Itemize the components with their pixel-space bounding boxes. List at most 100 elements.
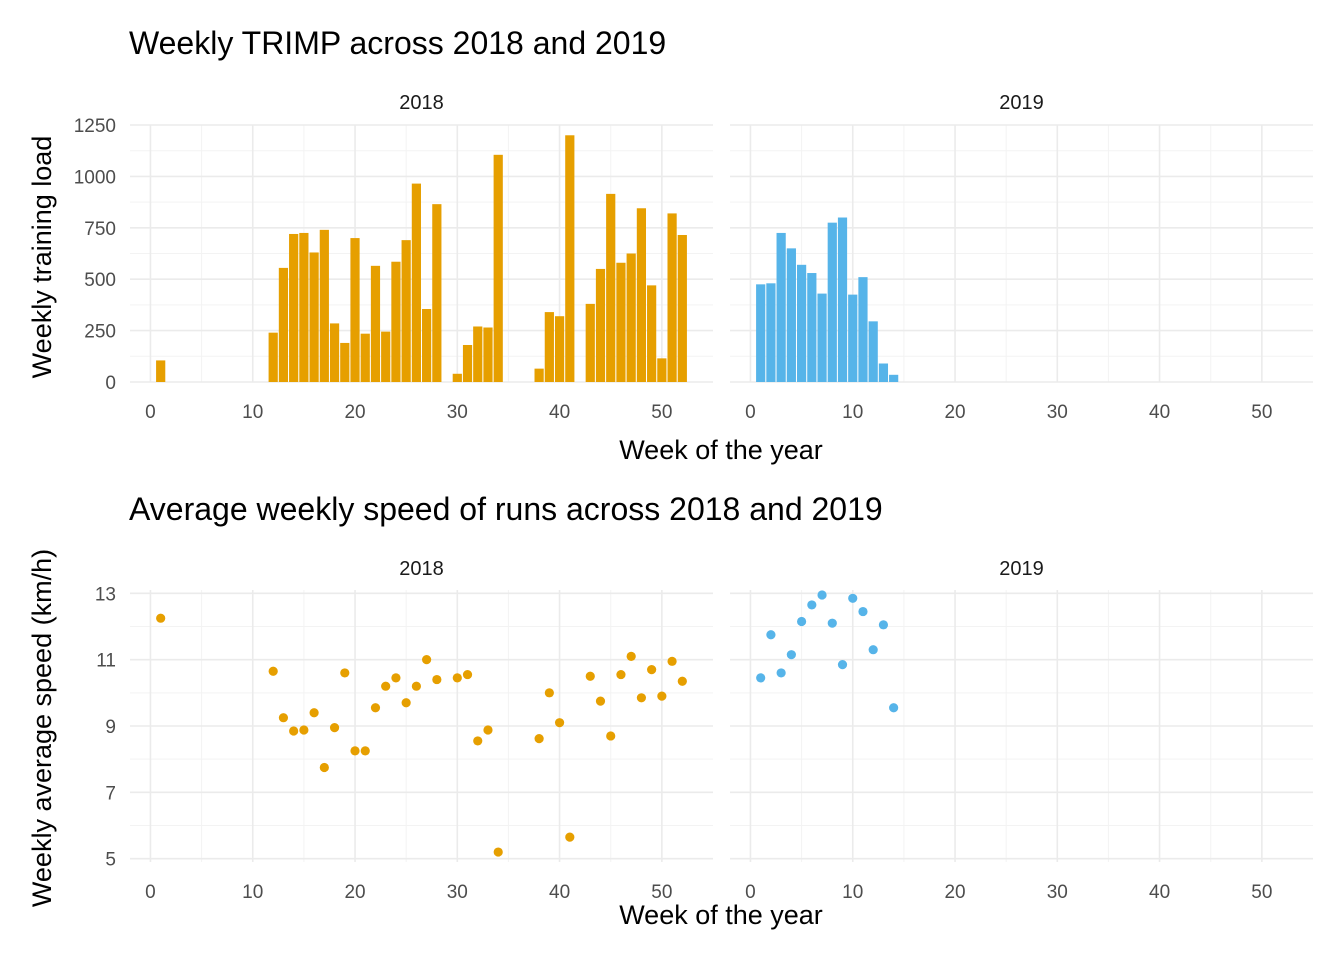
point-week-50 <box>657 691 667 701</box>
x-tick-label: 10 <box>242 882 263 903</box>
bar-week-4 <box>786 248 796 382</box>
point-week-47 <box>626 651 636 661</box>
point-week-52 <box>677 676 687 686</box>
point-week-14 <box>289 726 299 736</box>
point-week-24 <box>391 673 401 683</box>
bar-week-45 <box>606 193 616 382</box>
bar-week-15 <box>299 232 309 382</box>
point-week-38 <box>534 734 544 744</box>
point-week-12 <box>868 645 878 655</box>
y-tick-label: 13 <box>95 584 116 605</box>
bar-week-10 <box>848 294 858 382</box>
bar-week-13 <box>278 267 289 382</box>
bar-week-39 <box>544 312 554 382</box>
point-week-15 <box>299 725 309 735</box>
y-tick-label: 0 <box>105 373 116 394</box>
point-week-27 <box>422 655 432 665</box>
chart2-panel-2019: 0 10 20 30 40 50 <box>730 590 1313 903</box>
point-week-33 <box>483 725 493 735</box>
bar-week-26 <box>411 183 421 382</box>
bar-week-7 <box>817 293 827 382</box>
point-week-34 <box>493 847 503 857</box>
x-tick-label: 0 <box>745 402 756 423</box>
bar-week-49 <box>647 285 657 382</box>
point-week-25 <box>401 698 411 708</box>
x-tick-label: 10 <box>842 402 863 423</box>
bar-week-19 <box>340 342 350 382</box>
point-week-39 <box>544 688 554 698</box>
chart1-panel-2019: 0 10 20 30 40 50 <box>730 124 1313 423</box>
bar-week-11 <box>858 277 868 382</box>
point-week-1 <box>156 613 166 623</box>
bar-week-32 <box>473 326 483 382</box>
bar-week-8 <box>827 222 837 382</box>
x-tick-label: 20 <box>344 882 365 903</box>
point-week-10 <box>848 593 858 603</box>
point-week-18 <box>329 723 340 733</box>
point-week-12 <box>268 666 278 676</box>
point-week-51 <box>667 656 677 666</box>
x-tick-label: 10 <box>842 882 863 903</box>
point-week-48 <box>636 693 647 703</box>
point-week-23 <box>381 681 391 691</box>
x-tick-label: 50 <box>651 402 672 423</box>
point-week-20 <box>350 746 360 756</box>
bar-week-1 <box>756 284 766 382</box>
bar-week-17 <box>319 229 329 382</box>
point-week-45 <box>606 731 616 741</box>
point-week-41 <box>565 832 575 842</box>
x-tick-label: 50 <box>1251 402 1272 423</box>
y-tick-label: 1250 <box>74 116 116 137</box>
y-tick-label: 250 <box>84 322 116 343</box>
y-tick-label: 5 <box>105 850 116 871</box>
bar-week-30 <box>452 373 462 382</box>
point-week-2 <box>766 630 776 640</box>
point-week-11 <box>858 606 868 617</box>
bar-week-48 <box>636 208 647 382</box>
point-week-26 <box>411 681 421 691</box>
bar-week-47 <box>626 253 636 382</box>
bar-week-31 <box>462 344 473 382</box>
point-week-8 <box>827 618 837 628</box>
point-week-5 <box>796 616 807 627</box>
bar-week-1 <box>156 360 166 382</box>
x-tick-label: 20 <box>344 402 365 423</box>
point-week-1 <box>756 673 766 683</box>
chart2-strip-2019: 2019 <box>999 558 1044 580</box>
bar-week-46 <box>616 262 626 382</box>
chart1-strip-2018: 2018 <box>399 92 444 114</box>
x-tick-label: 40 <box>549 882 570 903</box>
bar-week-34 <box>493 154 503 382</box>
bar-week-28 <box>432 204 442 382</box>
bar-week-14 <box>889 374 899 382</box>
point-week-49 <box>647 665 657 675</box>
chart1-y-axis-label: Weekly training load <box>27 136 57 379</box>
bar-week-16 <box>309 252 319 382</box>
point-week-46 <box>616 669 626 680</box>
bar-week-21 <box>360 333 370 382</box>
point-week-14 <box>889 703 899 713</box>
bar-week-18 <box>329 323 340 382</box>
point-week-9 <box>837 660 848 670</box>
bar-week-12 <box>868 321 878 382</box>
point-week-7 <box>817 590 827 600</box>
y-tick-label: 750 <box>84 219 116 240</box>
x-tick-label: 50 <box>651 882 672 903</box>
y-tick-label: 500 <box>84 270 116 291</box>
chart1-x-axis-label: Week of the year <box>619 435 823 465</box>
bar-week-9 <box>837 217 848 382</box>
chart2-strip-2018: 2018 <box>399 558 444 580</box>
bar-week-2 <box>766 283 776 382</box>
chart1-title: Weekly TRIMP across 2018 and 2019 <box>129 25 666 61</box>
bar-week-43 <box>585 303 595 382</box>
chart2-y-axis-label: Weekly average speed (km/h) <box>27 549 57 907</box>
bar-week-3 <box>776 232 786 382</box>
point-week-44 <box>595 696 606 706</box>
bar-week-12 <box>268 332 278 382</box>
chart2-title: Average weekly speed of runs across 2018… <box>129 491 883 527</box>
x-tick-label: 20 <box>944 882 965 903</box>
point-week-16 <box>309 708 319 718</box>
bar-week-38 <box>534 368 544 382</box>
point-week-13 <box>878 620 889 630</box>
